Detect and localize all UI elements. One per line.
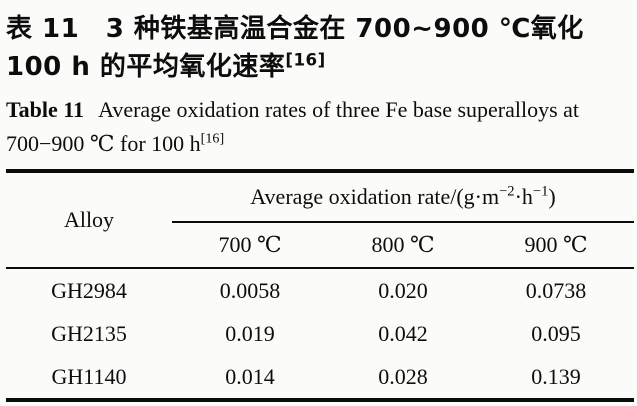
column-header-alloy: Alloy [6, 171, 172, 269]
caption-zh-label: 表 11 [6, 14, 80, 44]
rate-value-cell: 0.019 [225, 320, 275, 346]
column-header-800c: 800 ℃ [328, 222, 478, 269]
caption-en-text: Average oxidation rates of three Fe base… [6, 97, 580, 156]
table-row: GH2984 0.0058 0.020 0.0738 [6, 268, 634, 312]
caption-zh-reference: [16] [285, 50, 326, 70]
table-body: GH2984 0.0058 0.020 0.0738 GH2135 0.019 … [6, 268, 634, 400]
column-header-700c: 700 ℃ [172, 222, 328, 269]
unit-superscript-h: −1 [532, 183, 549, 200]
header-row-temperatures: 700 ℃ 800 ℃ 900 ℃ [6, 222, 634, 269]
unit-suffix: ) [548, 184, 556, 209]
column-header-oxidation-rate-unit: Average oxidation rate/(g·m−2·h−1) [172, 171, 634, 223]
caption-en-label: Table 11 [6, 97, 85, 122]
alloy-name-cell: GH1140 [51, 363, 127, 389]
rate-value-cell: 0.095 [531, 320, 581, 346]
rate-value-cell: 0.139 [531, 363, 581, 389]
column-header-900c: 900 ℃ [478, 222, 634, 269]
table-caption-chinese: 表 11 3 种铁基高温合金在 700~900 ℃氧化 100 h 的平均氧化速… [6, 10, 630, 86]
header-row-span: Alloy Average oxidation rate/(g·m−2·h−1) [6, 171, 634, 269]
alloy-name-cell: GH2984 [51, 277, 127, 303]
unit-prefix: Average oxidation rate/(g·m [250, 184, 500, 209]
rate-value-cell: 0.020 [378, 277, 428, 303]
rate-value-cell: 0.014 [225, 363, 275, 389]
table-caption-english: Table 11 Average oxidation rates of three… [6, 93, 630, 161]
rate-value-cell: 0.0058 [219, 277, 281, 303]
caption-en-reference: [16] [200, 130, 225, 147]
alloy-name-cell: GH2135 [51, 320, 127, 346]
table-header: Alloy Average oxidation rate/(g·m−2·h−1)… [6, 171, 634, 269]
rate-value-cell: 0.042 [378, 320, 428, 346]
table-row: GH1140 0.014 0.028 0.139 [6, 355, 634, 400]
unit-mid: ·h [514, 184, 533, 209]
oxidation-rate-table: Alloy Average oxidation rate/(g·m−2·h−1)… [6, 169, 634, 402]
rate-value-cell: 0.0738 [525, 277, 587, 303]
caption-zh-text: 3 种铁基高温合金在 700~900 ℃氧化 100 h 的平均氧化速率 [6, 14, 584, 82]
rate-value-cell: 0.028 [378, 363, 428, 389]
unit-superscript-m: −2 [499, 183, 515, 200]
table-row: GH2135 0.019 0.042 0.095 [6, 312, 634, 355]
